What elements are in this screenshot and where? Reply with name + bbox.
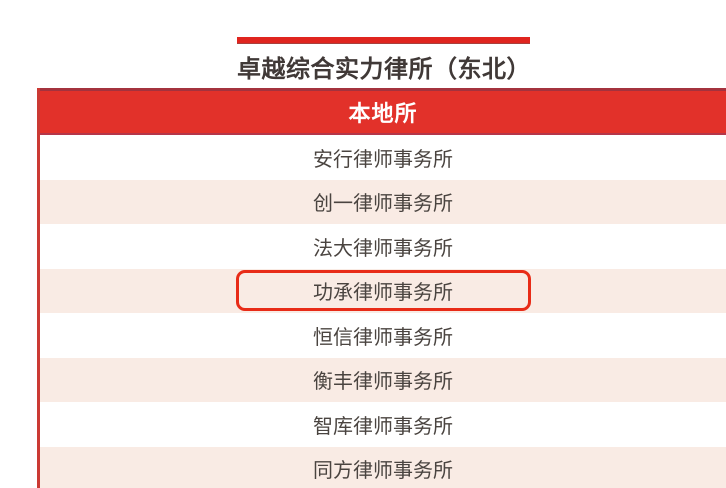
- table-row: 同方律师事务所: [40, 446, 726, 488]
- firm-name: 功承律师事务所: [313, 282, 453, 305]
- firm-name: 智库律师事务所: [313, 415, 453, 438]
- table-row-highlighted: 功承律师事务所: [40, 268, 726, 313]
- firm-name: 安行律师事务所: [313, 148, 453, 171]
- firm-name: 法大律师事务所: [313, 237, 453, 260]
- firm-name: 同方律师事务所: [313, 460, 453, 483]
- highlight-box: 功承律师事务所: [235, 270, 531, 312]
- table-row: 法大律师事务所: [40, 224, 726, 269]
- table-row: 智库律师事务所: [40, 402, 726, 447]
- title-block: 卓越综合实力律所（东北）: [237, 37, 531, 84]
- table-header: 本地所: [40, 88, 726, 135]
- title-accent-bar: [237, 37, 530, 44]
- firm-name: 衡丰律师事务所: [313, 371, 453, 394]
- table-row: 衡丰律师事务所: [40, 357, 726, 402]
- firm-table: 本地所 安行律师事务所 创一律师事务所 法大律师事务所 功承律师事务所 恒信律师…: [37, 88, 726, 488]
- table-row: 恒信律师事务所: [40, 313, 726, 358]
- page-title: 卓越综合实力律所（东北）: [237, 56, 531, 83]
- firm-name: 创一律师事务所: [313, 193, 453, 216]
- table-row: 安行律师事务所: [40, 135, 726, 180]
- firm-name: 恒信律师事务所: [313, 326, 453, 349]
- table-header-label: 本地所: [348, 101, 418, 126]
- table-row: 创一律师事务所: [40, 179, 726, 224]
